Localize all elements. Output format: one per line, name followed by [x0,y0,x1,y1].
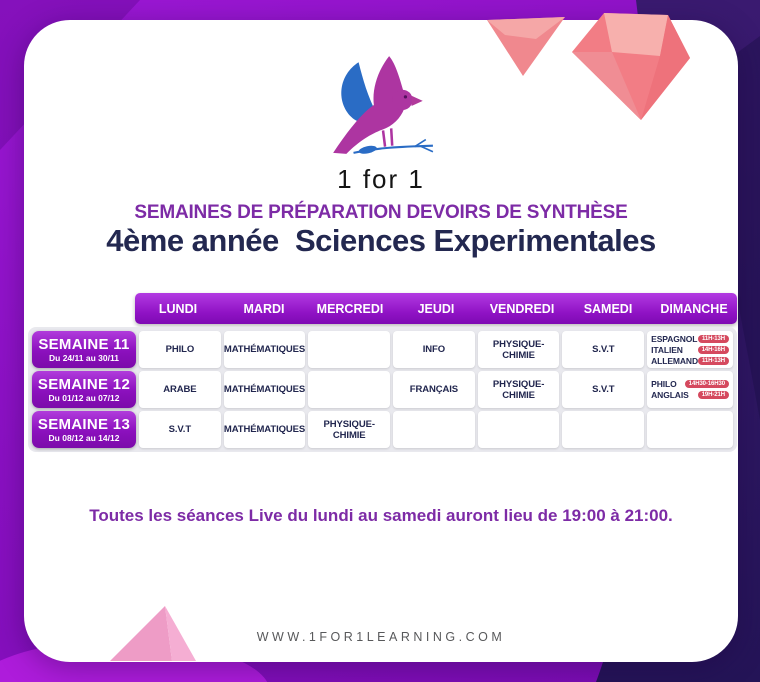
week-date-range: Du 08/12 au 14/12 [48,432,120,443]
week-label-3: SEMAINE 13 Du 08/12 au 14/12 [32,411,136,448]
subject-label: ANGLAIS [651,390,689,400]
cell-semaine-11-jeudi: INFO [393,331,475,368]
day-header-jeudi: JEUDI [417,301,455,316]
bird-logo-icon [333,56,434,154]
time-badge: 19H-21H [697,391,729,399]
brand-name: 1 for 1 [337,164,425,194]
cell-semaine-12-samedi: S.V.T [562,371,645,408]
cell-semaine-11-vendredi: PHYSIQUE-CHIMIE [477,331,560,368]
day-header-mercredi: MERCREDI [316,301,384,316]
cell-semaine-13-vendredi [477,411,560,448]
subject-label: ALLEMAND [651,355,699,366]
week-title: SEMAINE 13 [37,415,131,433]
cell-semaine-13-mardi: MATHÉMATIQUES [223,411,306,448]
time-badge: 11H-13H [698,356,729,365]
cell-semaine-11-lundi: PHILO [139,331,221,368]
week-date-range: Du 01/12 au 07/12 [48,392,120,403]
poster-title: 4ème année Sciences Experimentales [106,223,656,258]
time-badge: 14H-16H [697,345,729,354]
logo [24,56,738,163]
cell-semaine-12-dimanche: PHILO 14H30-16H30 ANGLAIS 19H-21H [647,371,733,408]
cell-semaine-13-dimanche [647,411,733,448]
website-url: WWW.1FOR1LEARNING.COM [256,630,506,644]
cell-semaine-13-jeudi [393,411,475,448]
day-header-lundi: LUNDI [158,301,198,316]
week-label-2: SEMAINE 12 Du 01/12 au 07/12 [32,371,136,408]
schedule-rows: SEMAINE 11 Du 24/11 au 30/11 PHILO MATHÉMAT… [28,327,737,452]
cell-semaine-12-jeudi: FRANÇAIS [393,371,475,408]
cell-semaine-13-mercredi: PHYSIQUE-CHIMIE [308,411,391,448]
cell-semaine-13-samedi [562,411,645,448]
subject-label: ESPAGNOL [651,333,698,344]
day-header-vendredi: VENDREDI [489,301,555,316]
poster-card: 1 for 1 SEMAINES DE PRÉPARATION DEVOIRS … [24,20,738,662]
cell-semaine-12-vendredi: PHYSIQUE-CHIMIE [477,371,560,408]
day-header-dimanche: DIMANCHE [660,301,728,316]
poster-subtitle: SEMAINES DE PRÉPARATION DEVOIRS DE SYNTH… [134,202,628,223]
time-badge: 11H-13H [698,334,729,343]
cell-semaine-11-mardi: MATHÉMATIQUES [223,331,306,368]
schedule-table: LUNDI MARDI MERCREDI JEUDI VENDREDI SAMEDI DIM… [28,293,737,452]
cell-semaine-12-lundi: ARABE [139,371,221,408]
cell-semaine-13-lundi: S.V.T [139,411,221,448]
cell-semaine-11-mercredi [308,331,391,368]
week-title: SEMAINE 12 [37,375,131,393]
live-sessions-note: Toutes les séances Live du lundi au same… [89,506,673,525]
day-header-mardi: MARDI [243,301,285,316]
cell-semaine-11-samedi: S.V.T [562,331,645,368]
cell-semaine-12-mercredi [308,371,391,408]
subject-label: ITALIEN [651,344,683,355]
week-title: SEMAINE 11 [38,335,130,353]
cell-semaine-11-dimanche: ESPAGNOL 11H-13H ITALIEN 14H-16H ALLEMAND 11H… [647,331,733,368]
subject-label: PHILO [651,379,677,389]
day-header-row: LUNDI MARDI MERCREDI JEUDI VENDREDI SAMEDI DIM… [135,293,737,324]
day-header-samedi: SAMEDI [583,301,633,316]
cell-semaine-12-mardi: MATHÉMATIQUES [223,371,306,408]
time-badge: 14H30-16H30 [684,380,729,388]
week-label-1: SEMAINE 11 Du 24/11 au 30/11 [32,331,136,368]
week-date-range: Du 24/11 au 30/11 [49,352,119,363]
